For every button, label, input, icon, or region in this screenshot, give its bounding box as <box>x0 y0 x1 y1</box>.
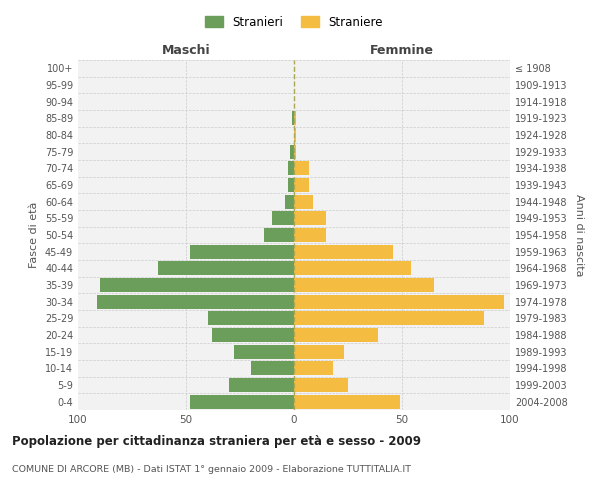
Bar <box>208 311 294 326</box>
Bar <box>294 294 503 308</box>
Bar <box>229 378 294 392</box>
Bar <box>97 294 294 308</box>
Bar <box>294 211 326 226</box>
Bar <box>264 228 294 242</box>
Bar <box>287 178 294 192</box>
Bar <box>294 394 400 409</box>
Bar <box>294 112 296 126</box>
Bar <box>190 244 294 259</box>
Bar <box>158 261 294 276</box>
Text: Maschi: Maschi <box>161 44 211 57</box>
Bar <box>294 378 348 392</box>
Legend: Stranieri, Straniere: Stranieri, Straniere <box>200 11 388 34</box>
Bar <box>294 244 394 259</box>
Text: Popolazione per cittadinanza straniera per età e sesso - 2009: Popolazione per cittadinanza straniera p… <box>12 435 421 448</box>
Text: Femmine: Femmine <box>370 44 434 57</box>
Bar <box>290 144 294 159</box>
Bar <box>294 278 434 292</box>
Bar <box>294 144 296 159</box>
Bar <box>272 211 294 226</box>
Text: COMUNE DI ARCORE (MB) - Dati ISTAT 1° gennaio 2009 - Elaborazione TUTTITALIA.IT: COMUNE DI ARCORE (MB) - Dati ISTAT 1° ge… <box>12 465 411 474</box>
Bar <box>286 194 294 209</box>
Bar <box>294 128 296 142</box>
Bar <box>251 361 294 376</box>
Y-axis label: Fasce di età: Fasce di età <box>29 202 39 268</box>
Bar <box>100 278 294 292</box>
Bar <box>294 194 313 209</box>
Bar <box>292 112 294 126</box>
Bar <box>294 344 344 359</box>
Bar <box>287 162 294 175</box>
Bar <box>294 311 484 326</box>
Y-axis label: Anni di nascita: Anni di nascita <box>574 194 584 276</box>
Bar <box>233 344 294 359</box>
Bar <box>212 328 294 342</box>
Bar <box>190 394 294 409</box>
Bar <box>294 178 309 192</box>
Bar <box>294 162 309 175</box>
Bar <box>294 361 333 376</box>
Bar <box>294 328 378 342</box>
Bar <box>294 261 410 276</box>
Bar <box>294 228 326 242</box>
